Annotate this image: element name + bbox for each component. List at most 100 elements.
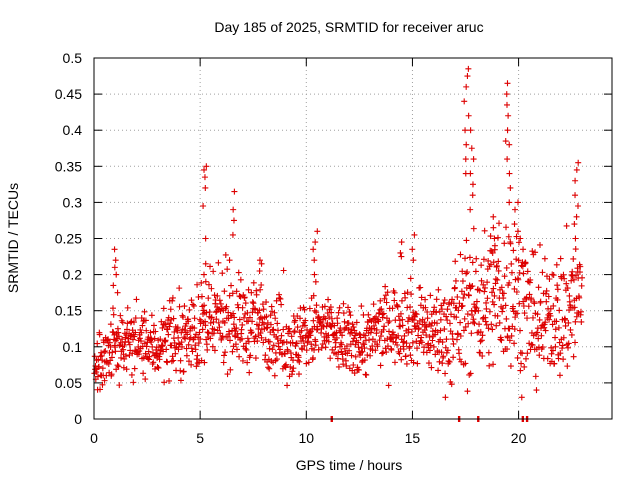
data-point: [325, 296, 332, 303]
data-point: [406, 343, 413, 350]
data-point: [484, 295, 491, 302]
data-point: [398, 253, 405, 260]
y-tick-label: 0: [74, 411, 82, 427]
data-point: [340, 300, 347, 307]
data-point: [477, 338, 484, 345]
data-point: [382, 283, 389, 290]
data-point: [169, 297, 176, 304]
data-point: [94, 340, 101, 347]
data-point: [386, 318, 393, 325]
data-point: [202, 235, 209, 242]
data-point: [411, 322, 418, 329]
data-point: [550, 272, 557, 279]
data-point: [503, 91, 510, 98]
data-point: [160, 348, 167, 355]
data-point: [148, 312, 155, 319]
data-point: [543, 298, 550, 305]
data-point: [273, 297, 280, 304]
data-point: [451, 284, 458, 291]
data-point: [495, 258, 502, 265]
data-point: [339, 332, 346, 339]
data-point: [196, 329, 203, 336]
data-point: [517, 235, 524, 242]
data-point: [143, 343, 150, 350]
data-point: [267, 312, 274, 319]
data-point: [336, 304, 343, 311]
data-point: [570, 353, 577, 360]
data-point: [351, 370, 358, 377]
data-point: [483, 299, 490, 306]
data-point: [112, 257, 119, 264]
data-point: [171, 328, 178, 335]
data-point: [138, 338, 145, 345]
data-point: [443, 313, 450, 320]
data-point: [122, 353, 129, 360]
data-point: [327, 304, 334, 311]
data-point: [446, 320, 453, 327]
data-point: [310, 354, 317, 361]
data-point: [457, 319, 464, 326]
data-point: [521, 260, 528, 267]
data-point: [186, 358, 193, 365]
data-point: [119, 336, 126, 343]
data-point: [137, 326, 144, 333]
data-point: [219, 333, 226, 340]
data-point: [215, 319, 222, 326]
data-point: [559, 345, 566, 352]
data-point: [257, 330, 264, 337]
data-point: [463, 237, 470, 244]
data-point: [199, 326, 206, 333]
data-point: [468, 145, 475, 152]
data-point: [226, 330, 233, 337]
data-point: [203, 163, 210, 170]
data-point: [277, 346, 284, 353]
data-point: [289, 368, 296, 375]
data-point: [513, 233, 520, 240]
data-point: [155, 364, 162, 371]
data-point: [511, 206, 518, 213]
data-point: [503, 264, 510, 271]
data-point: [560, 271, 567, 278]
data-point: [380, 310, 387, 317]
data-point: [159, 324, 166, 331]
data-point: [536, 352, 543, 359]
data-point: [570, 276, 577, 283]
data-point: [506, 199, 513, 206]
data-point: [105, 360, 112, 367]
data-point: [205, 329, 212, 336]
data-point: [428, 364, 435, 371]
data-point: [453, 314, 460, 321]
data-point: [459, 302, 466, 309]
data-point: [449, 330, 456, 337]
data-point: [260, 306, 267, 313]
data-point: [457, 251, 464, 258]
data-point: [469, 259, 476, 266]
data-point: [107, 321, 114, 328]
data-point: [490, 361, 497, 368]
data-point: [539, 344, 546, 351]
data-point: [229, 231, 236, 238]
data-point: [226, 337, 233, 344]
data-point: [578, 318, 585, 325]
data-point: [329, 346, 336, 353]
data-point: [229, 290, 236, 297]
data-point: [207, 335, 214, 342]
data-point: [353, 330, 360, 337]
data-point: [115, 329, 122, 336]
data-point: [291, 329, 298, 336]
data-point: [274, 327, 281, 334]
data-point: [188, 297, 195, 304]
data-point: [534, 329, 541, 336]
data-point: [524, 350, 531, 357]
data-point: [426, 333, 433, 340]
data-point: [312, 342, 319, 349]
data-point: [398, 356, 405, 363]
data-point: [287, 363, 294, 370]
data-point: [278, 301, 285, 308]
data-point: [528, 295, 535, 302]
data-point: [284, 382, 291, 389]
data-point: [467, 127, 474, 134]
data-point: [178, 343, 185, 350]
data-point: [435, 286, 442, 293]
data-point: [495, 267, 502, 274]
